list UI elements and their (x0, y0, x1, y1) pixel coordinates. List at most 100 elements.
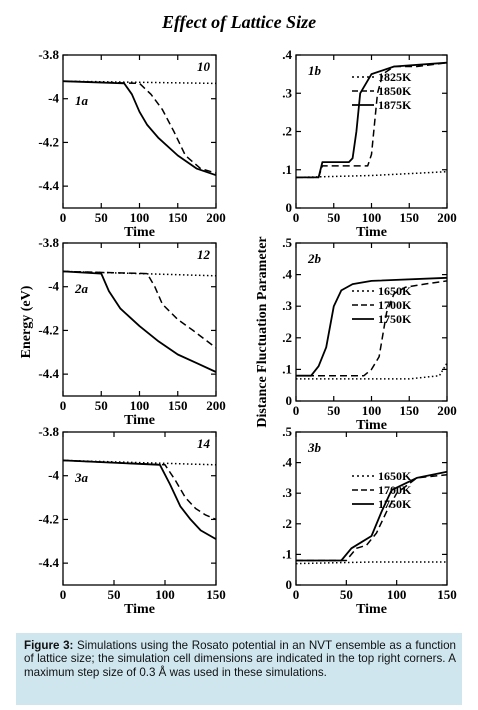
y-tick-label: .4 (282, 47, 292, 62)
x-tick-label: 50 (327, 403, 340, 418)
legend-label: 1700K (378, 298, 412, 312)
legend-label: 1825K (378, 70, 412, 84)
y-tick-label: .1 (282, 546, 292, 561)
x-axis-label: Time (356, 602, 387, 617)
panel-3a: 0 50 100 150 -3.8 -4 -4.2 -4.4 Time 3a 14 (38, 424, 225, 617)
y-tick-label: -3.8 (38, 47, 59, 62)
panel-label: 1a (75, 93, 89, 108)
x-tick-label: 0 (60, 210, 67, 225)
x-tick-label: 50 (95, 398, 108, 413)
x-tick-label: 100 (155, 587, 175, 602)
x-tick-label: 150 (168, 210, 188, 225)
x-tick-label: 0 (293, 403, 300, 418)
x-tick-label: 100 (362, 403, 382, 418)
x-axis-label: Time (356, 418, 387, 433)
panel-2b: 0 50 100 150 200 0 .1 .2 .3 .4 .5 Time 2b 1650K1700K1… (282, 235, 457, 433)
series-line-dotted (295, 170, 448, 179)
x-axis-label: Time (124, 413, 155, 428)
distance-ylabel: Distance Fluctuation Parameter (255, 236, 270, 427)
y-tick-label: .3 (282, 85, 292, 100)
panel-label: 2b (307, 251, 322, 266)
x-tick-label: 150 (437, 587, 457, 602)
series-line-dotted (296, 362, 448, 380)
x-tick-label: 200 (437, 210, 457, 225)
series-line-solid (296, 276, 448, 377)
panel-label: 3a (74, 470, 89, 485)
panel-3b: 0 50 100 150 0 .1 .2 .3 .4 .5 Time 3b 1650K1700K1750… (282, 424, 457, 617)
panel-1b: 0 50 100 150 200 0 .1 .2 .3 .4 Time 1b 1825K1850K187… (282, 47, 457, 240)
x-tick-label: 150 (168, 398, 188, 413)
y-tick-label: .5 (282, 235, 292, 250)
x-tick-label: 100 (130, 210, 150, 225)
cell-size-annotation: 12 (197, 247, 211, 262)
y-tick-label: .2 (282, 330, 292, 345)
y-tick-label: 0 (286, 393, 293, 408)
cell-size-annotation: 14 (197, 436, 211, 451)
y-tick-label: -4.4 (38, 178, 59, 193)
series-line-solid (62, 459, 217, 540)
x-tick-label: 50 (95, 210, 108, 225)
y-tick-label: .4 (282, 455, 292, 470)
x-tick-label: 0 (293, 587, 300, 602)
series-line-dashed (62, 459, 217, 521)
y-tick-label: .4 (282, 267, 292, 282)
series-line-dashed (62, 270, 217, 349)
legend-label: 1650K (378, 469, 412, 483)
series-line-solid (296, 61, 448, 179)
y-tick-label: .2 (282, 516, 292, 531)
legend-label: 1750K (378, 497, 412, 511)
y-tick-label: -3.8 (38, 235, 59, 250)
x-tick-label: 50 (340, 587, 353, 602)
y-tick-label: .1 (282, 361, 292, 376)
series-line-dotted (62, 80, 217, 85)
x-tick-label: 50 (327, 210, 340, 225)
energy-ylabel: Energy (eV) (19, 285, 34, 358)
figure-title: Effect of Lattice Size (161, 12, 317, 32)
caption-label: Figure 3: (24, 639, 74, 652)
plot-frame-1a (62, 54, 217, 209)
x-tick-label: 100 (130, 398, 150, 413)
y-tick-label: -4 (48, 468, 59, 483)
panel-1a: 0 50 100 150 200 -3.8 -4 -4.2 -4.4 Time 1a 10 (38, 47, 225, 240)
legend-label: 1700K (378, 483, 412, 497)
y-tick-label: 0 (286, 577, 293, 592)
panel-2a: 0 50 100 150 200 -3.8 -4 -4.2 -4.4 Time 2a 12 (38, 235, 225, 428)
y-tick-label: .5 (282, 424, 292, 439)
x-tick-label: 0 (60, 587, 67, 602)
plot-frame-3a (62, 431, 217, 586)
legend-label: 1875K (378, 98, 412, 112)
x-tick-label: 0 (293, 210, 300, 225)
panel-label: 3b (307, 440, 322, 455)
x-tick-label: 200 (437, 403, 457, 418)
series-line-dashed (296, 474, 448, 562)
y-tick-label: -3.8 (38, 424, 59, 439)
x-tick-label: 0 (60, 398, 67, 413)
figure-caption: Figure 3: Simulations using the Rosato p… (24, 639, 456, 679)
x-axis-label: Time (356, 225, 387, 240)
panel-label: 2a (74, 281, 89, 296)
caption-box (16, 633, 462, 705)
x-tick-label: 50 (108, 587, 121, 602)
y-tick-label: -4.2 (38, 322, 59, 337)
series-line-solid (62, 80, 217, 177)
y-tick-label: -4.4 (38, 366, 59, 381)
y-tick-label: 0 (286, 200, 293, 215)
series-line-solid (62, 270, 217, 373)
series-line-dashed (296, 61, 448, 179)
x-tick-label: 100 (387, 587, 407, 602)
plot-frame-3b (295, 431, 448, 586)
x-tick-label: 200 (206, 398, 226, 413)
series-line-dotted (62, 459, 217, 466)
cell-size-annotation: 10 (197, 59, 211, 74)
figure-canvas: Energy (eV) Distance Fluctuation Paramet… (19, 47, 457, 617)
x-tick-label: 100 (362, 210, 382, 225)
y-tick-label: .3 (282, 298, 292, 313)
x-axis-label: Time (124, 602, 155, 617)
series-line-dashed (296, 280, 448, 377)
x-tick-label: 200 (206, 210, 226, 225)
caption-text: Simulations using the Rosato potential i… (24, 639, 456, 679)
series-line-dashed (62, 80, 217, 174)
y-tick-label: .2 (282, 124, 292, 139)
x-tick-label: 150 (400, 403, 420, 418)
legend-label: 1850K (378, 84, 412, 98)
